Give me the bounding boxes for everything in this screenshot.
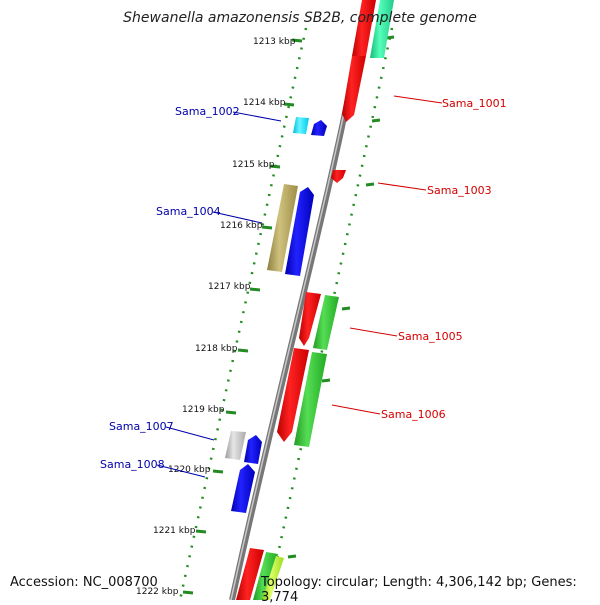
gene-sama-1005 [299,292,321,346]
gene-green-b [294,352,327,447]
gene-green-a [313,295,339,350]
connector-sama-1005 [349,327,398,337]
kbp-tick-marks [182,35,395,595]
gene-label-sama-1004: Sama_1004 [156,205,221,218]
gene-green-bottom [253,552,278,600]
gene-label-sama-1001: Sama_1001 [442,97,507,110]
connector-sama-1008 [156,464,206,478]
gene-label-sama-1008: Sama_1008 [100,458,165,471]
gene-blue-small [311,120,327,136]
gene-teal-top [370,0,394,58]
tick-label: 1218 kbp [195,344,238,354]
gene-sama-1002 [293,117,309,134]
topology-text: Topology: circular; Length: 4,306,142 bp… [261,575,577,605]
gene-sama-1001 [342,56,366,122]
connector-sama-1003 [377,182,427,191]
tick-label: 1216 kbp [220,221,263,231]
tick-label: 1217 kbp [208,282,251,292]
gene-blue-1007b [244,435,262,464]
tick-label: 1215 kbp [232,160,275,170]
connector-sama-1007 [165,426,215,441]
gene-red-bottom [236,548,264,600]
connector-sama-1002 [232,111,282,122]
tick-label: 1213 kbp [253,37,296,47]
gene-yellowgreen-bottom [262,556,284,600]
gene-label-sama-1002: Sama_1002 [175,105,240,118]
map-title: Shewanella amazonensis SB2B, complete ge… [123,10,477,26]
connector-sama-1004 [212,211,263,224]
gene-sama-1007 [225,431,246,460]
gene-label-sama-1003: Sama_1003 [427,184,492,197]
gene-blue-large [285,187,314,276]
tick-label: 1219 kbp [182,405,225,415]
tick-label: 1221 kbp [153,526,196,536]
gene-label-sama-1005: Sama_1005 [398,330,463,343]
kbp-tick-labels: 1213 kbp 1214 kbp 1215 kbp 1216 kbp 1217… [136,37,296,597]
tick-label: 1214 kbp [243,98,286,108]
gene-red-top [352,0,376,56]
gene-sama-1006 [277,348,309,442]
gene-label-sama-1007: Sama_1007 [109,420,174,433]
tick-label: 1222 kbp [136,587,179,597]
gene-label-sama-1006: Sama_1006 [381,408,446,421]
connector-sama-1006 [331,404,381,415]
gene-sama-1003 [331,170,346,183]
gene-sama-1004 [267,184,298,272]
gene-sama-1008 [231,464,255,513]
tick-label: 1220 kbp [168,465,211,475]
connector-sama-1001 [393,95,443,104]
accession-text: Accession: NC_008700 [10,575,158,590]
